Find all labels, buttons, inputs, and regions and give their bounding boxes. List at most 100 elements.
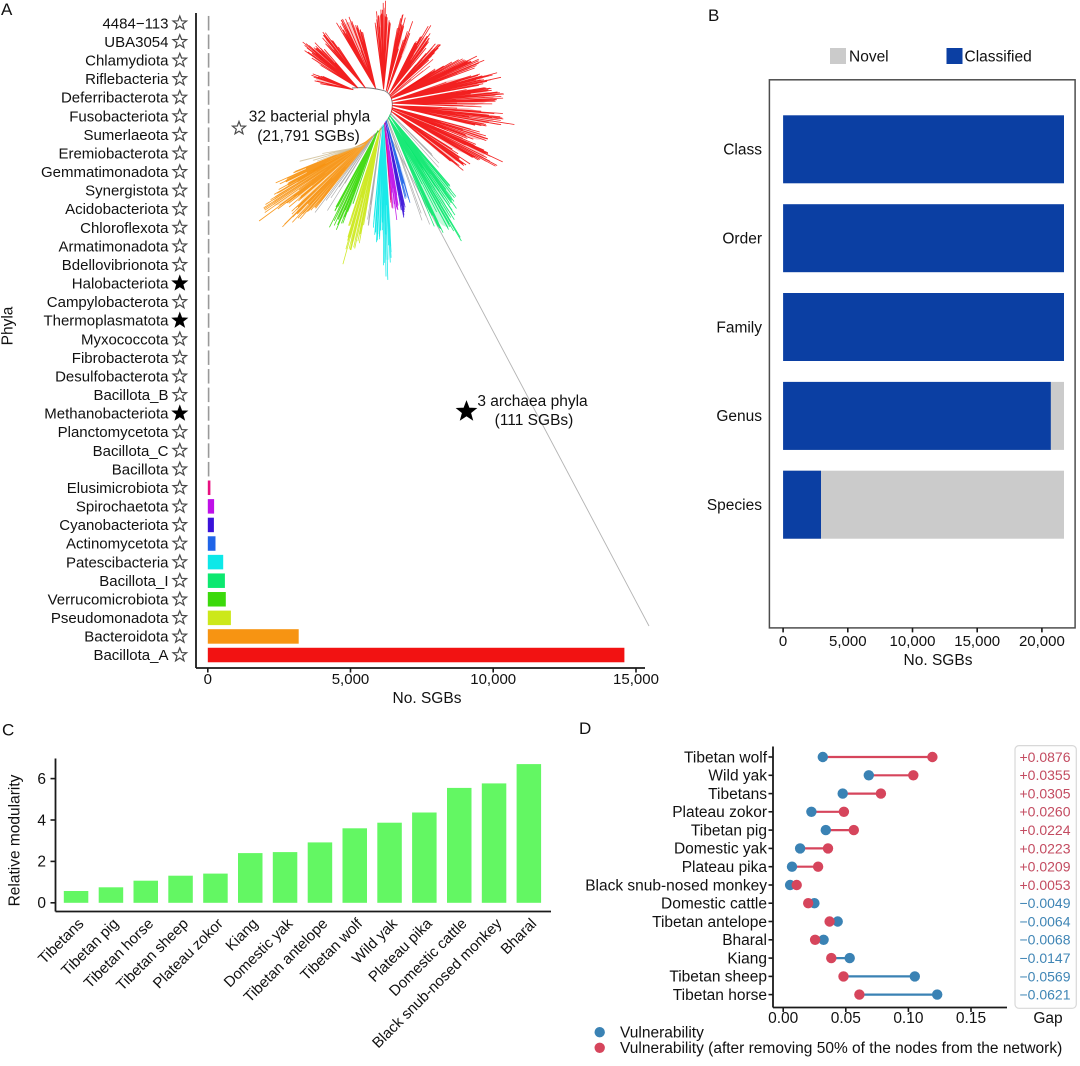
svg-text:No. SGBs: No. SGBs	[393, 690, 462, 707]
svg-text:0.05: 0.05	[831, 1010, 861, 1027]
svg-text:Acidobacteriota: Acidobacteriota	[65, 201, 169, 218]
svg-text:0.15: 0.15	[956, 1010, 986, 1027]
svg-text:Tibetan wolf: Tibetan wolf	[684, 749, 768, 766]
svg-text:32 bacterial phyla: 32 bacterial phyla	[249, 109, 371, 126]
svg-text:Verrucomicrobiota: Verrucomicrobiota	[48, 592, 170, 609]
svg-text:Order: Order	[722, 231, 762, 248]
svg-text:Bacteroidota: Bacteroidota	[84, 629, 169, 646]
svg-text:Armatimonadota: Armatimonadota	[58, 238, 169, 255]
svg-text:Bharal: Bharal	[722, 932, 767, 949]
svg-text:Bharal: Bharal	[498, 915, 541, 958]
svg-text:Halobacteriota: Halobacteriota	[72, 276, 169, 293]
svg-text:+0.0209: +0.0209	[1020, 859, 1071, 875]
svg-text:0: 0	[37, 895, 46, 912]
svg-text:+0.0305: +0.0305	[1020, 786, 1071, 802]
svg-text:Patescibacteria: Patescibacteria	[66, 554, 169, 571]
svg-text:No. SGBs: No. SGBs	[904, 652, 973, 669]
svg-text:Actinomycetota: Actinomycetota	[66, 536, 169, 553]
svg-text:Gap: Gap	[1033, 1010, 1062, 1027]
svg-text:Campylobacterota: Campylobacterota	[47, 294, 169, 311]
svg-text:Chloroflexota: Chloroflexota	[80, 220, 169, 237]
svg-text:UBA3054: UBA3054	[104, 34, 168, 51]
svg-text:Pseudomonadota: Pseudomonadota	[51, 610, 169, 627]
svg-text:15,000: 15,000	[613, 671, 659, 688]
svg-text:0.10: 0.10	[893, 1010, 924, 1027]
svg-text:15,000: 15,000	[954, 633, 1000, 650]
svg-text:+0.0876: +0.0876	[1020, 749, 1071, 765]
svg-text:−0.0068: −0.0068	[1020, 932, 1071, 948]
svg-text:Tibetans: Tibetans	[708, 786, 767, 803]
svg-text:Bacillota_A: Bacillota_A	[93, 647, 168, 664]
svg-text:Species: Species	[707, 497, 762, 514]
svg-text:Black snub-nosed monkey: Black snub-nosed monkey	[585, 877, 767, 894]
svg-text:2: 2	[37, 854, 46, 871]
svg-text:−0.0064: −0.0064	[1020, 913, 1071, 929]
svg-text:Tibetan antelope: Tibetan antelope	[652, 914, 767, 931]
svg-text:Domestic cattle: Domestic cattle	[661, 896, 767, 913]
svg-text:−0.0147: −0.0147	[1020, 950, 1071, 966]
svg-text:Bacillota: Bacillota	[112, 461, 169, 478]
svg-text:Plateau pika: Plateau pika	[682, 859, 768, 876]
svg-text:Kiang: Kiang	[727, 950, 767, 967]
svg-text:10,000: 10,000	[470, 671, 516, 688]
svg-text:Tibetan sheep: Tibetan sheep	[669, 969, 767, 986]
svg-text:Deferribacterota: Deferribacterota	[61, 90, 169, 107]
svg-text:Methanobacteriota: Methanobacteriota	[44, 406, 169, 423]
svg-text:C: C	[2, 721, 14, 740]
svg-text:3 archaea phyla: 3 archaea phyla	[477, 393, 588, 410]
svg-text:Bacillota_C: Bacillota_C	[93, 443, 169, 460]
svg-text:6: 6	[37, 771, 46, 788]
svg-text:Wild yak: Wild yak	[708, 768, 767, 785]
svg-text:Vulnerability: Vulnerability	[620, 1025, 704, 1042]
svg-text:−0.0569: −0.0569	[1020, 968, 1071, 984]
svg-text:Classified: Classified	[965, 49, 1032, 66]
svg-text:Plateau zokor: Plateau zokor	[672, 804, 767, 821]
svg-text:Gemmatimonadota: Gemmatimonadota	[41, 164, 169, 181]
svg-text:Bacillota_B: Bacillota_B	[93, 387, 168, 404]
svg-text:Desulfobacterota: Desulfobacterota	[55, 369, 169, 386]
svg-text:+0.0223: +0.0223	[1020, 840, 1071, 856]
svg-text:Spirochaetota: Spirochaetota	[76, 499, 169, 516]
svg-text:Class: Class	[723, 142, 762, 159]
svg-text:+0.0053: +0.0053	[1020, 877, 1071, 893]
svg-text:Novel: Novel	[849, 49, 889, 66]
svg-text:Bacillota_I: Bacillota_I	[99, 573, 168, 590]
svg-text:Fibrobacterota: Fibrobacterota	[72, 350, 169, 367]
svg-text:Phyla: Phyla	[0, 306, 17, 345]
svg-text:5,000: 5,000	[829, 633, 867, 650]
svg-text:Eremiobacterota: Eremiobacterota	[58, 146, 169, 163]
svg-text:Fusobacteriota: Fusobacteriota	[69, 108, 169, 125]
svg-text:Myxococcota: Myxococcota	[81, 331, 169, 348]
svg-text:Family: Family	[716, 319, 762, 336]
svg-text:Bdellovibrionota: Bdellovibrionota	[62, 257, 169, 274]
svg-text:Cyanobacteriota: Cyanobacteriota	[59, 517, 169, 534]
svg-text:Genus: Genus	[716, 408, 762, 425]
svg-text:Chlamydiota: Chlamydiota	[85, 53, 169, 70]
svg-text:5,000: 5,000	[332, 671, 370, 688]
svg-text:Planctomycetota: Planctomycetota	[58, 424, 170, 441]
svg-text:(111 SGBs): (111 SGBs)	[495, 412, 574, 429]
svg-text:B: B	[708, 6, 719, 25]
svg-text:10,000: 10,000	[890, 633, 936, 650]
svg-text:−0.0049: −0.0049	[1020, 895, 1071, 911]
svg-text:Synergistota: Synergistota	[85, 183, 169, 200]
svg-text:Thermoplasmatota: Thermoplasmatota	[43, 313, 169, 330]
svg-text:Elusimicrobiota: Elusimicrobiota	[67, 480, 169, 497]
svg-text:Vulnerability (after removing: Vulnerability (after removing 50% of the…	[620, 1040, 1062, 1057]
svg-text:−0.0621: −0.0621	[1020, 987, 1071, 1003]
svg-text:Tibetan horse: Tibetan horse	[673, 987, 767, 1004]
svg-text:(21,791 SGBs): (21,791 SGBs)	[257, 128, 360, 145]
svg-text:Riflebacteria: Riflebacteria	[85, 71, 169, 88]
svg-text:Relative modularity: Relative modularity	[7, 774, 24, 906]
svg-text:4484−113: 4484−113	[102, 15, 168, 32]
svg-text:0: 0	[204, 671, 212, 688]
svg-text:A: A	[1, 0, 13, 19]
svg-text:Tibetan pig: Tibetan pig	[691, 822, 767, 839]
svg-text:4: 4	[37, 812, 46, 829]
svg-text:0.00: 0.00	[768, 1010, 799, 1027]
svg-text:+0.0355: +0.0355	[1020, 767, 1071, 783]
svg-text:20,000: 20,000	[1019, 633, 1065, 650]
svg-text:Sumerlaeota: Sumerlaeota	[83, 127, 169, 144]
svg-text:0: 0	[779, 633, 787, 650]
svg-text:Domestic yak: Domestic yak	[674, 841, 767, 858]
